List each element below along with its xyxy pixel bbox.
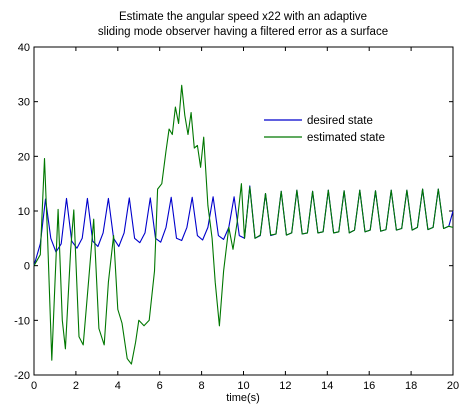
- ticks-layer: 0 2 4 6 8 10 12 14 16 18 20 -20 -10 0 10 20 30 40: [14, 42, 459, 392]
- chart-title-line-2: sliding mode observer having a filtered …: [98, 26, 388, 38]
- x-tick-label: 4: [115, 380, 121, 392]
- y-tick-label: -20: [14, 370, 30, 382]
- y-tick-label: -10: [14, 315, 30, 327]
- x-tick-label: 6: [157, 380, 163, 392]
- y-tick-label: 20: [18, 151, 30, 163]
- y-tick-label: 0: [24, 261, 30, 273]
- x-tick-label: 8: [199, 380, 205, 392]
- x-tick-label: 2: [73, 380, 79, 392]
- x-tick-label: 16: [363, 380, 375, 392]
- y-tick-label: 30: [18, 97, 30, 109]
- series-layer: [33, 84, 454, 365]
- x-axis-label: time(s): [226, 392, 260, 404]
- chart-title-line-1: Estimate the angular speed x22 with an a…: [119, 11, 367, 23]
- x-tick-label: 14: [321, 380, 333, 392]
- series-line-estimated-state: [33, 84, 454, 365]
- x-tick-label: 10: [237, 380, 249, 392]
- x-tick-label: 12: [279, 380, 291, 392]
- y-tick-label: 40: [18, 42, 30, 54]
- x-tick-label: 20: [447, 380, 459, 392]
- legend: desired state estimated state: [264, 115, 385, 144]
- legend-label-estimated-state: estimated state: [307, 132, 385, 144]
- x-tick-label: 0: [31, 380, 37, 392]
- legend-label-desired-state: desired state: [307, 115, 373, 127]
- y-tick-label: 10: [18, 206, 30, 218]
- x-tick-label: 18: [405, 380, 417, 392]
